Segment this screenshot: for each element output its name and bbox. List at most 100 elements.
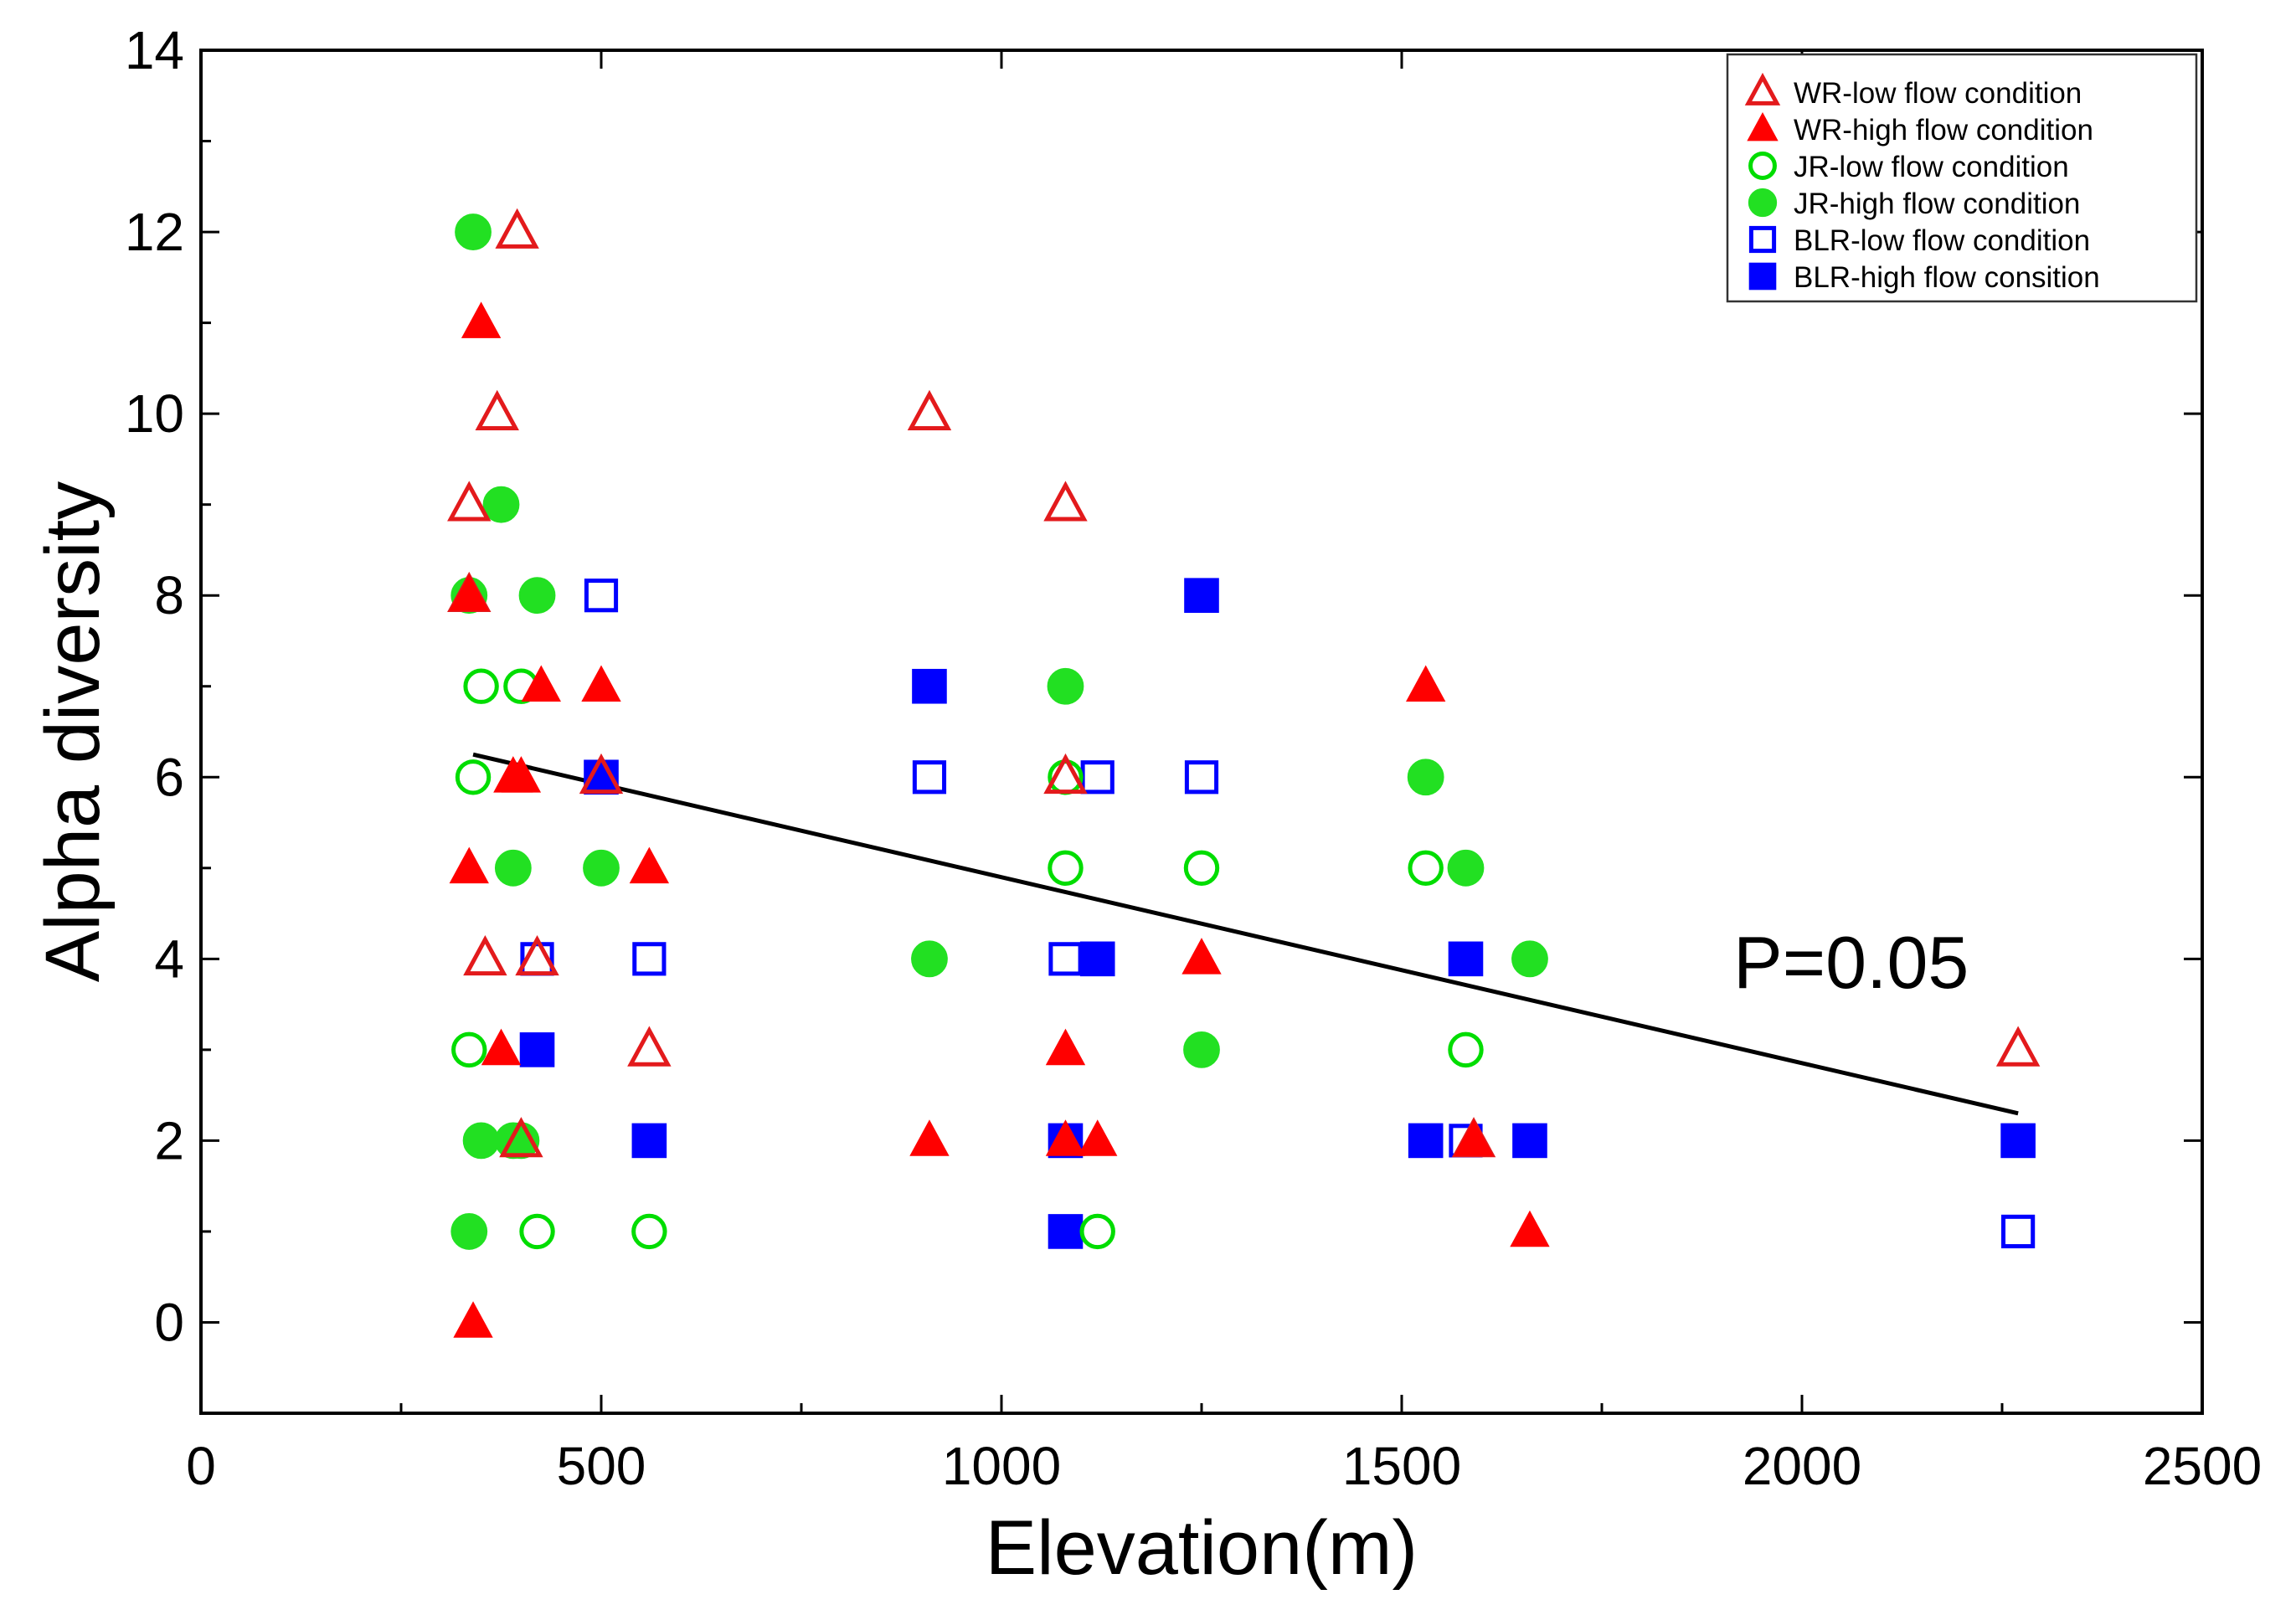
data-point bbox=[583, 849, 620, 887]
data-point bbox=[907, 389, 952, 430]
data-point bbox=[1048, 1214, 1084, 1249]
legend-marker bbox=[1748, 188, 1778, 218]
series-wr-low-low bbox=[447, 208, 2041, 1158]
x-tick-label: 0 bbox=[186, 1436, 216, 1496]
data-point bbox=[1048, 850, 1084, 887]
x-tick-label: 2000 bbox=[1743, 1436, 1861, 1496]
data-point bbox=[1080, 760, 1115, 795]
data-point bbox=[449, 574, 489, 611]
data-point bbox=[1079, 1213, 1115, 1250]
data-point bbox=[499, 1117, 543, 1158]
data-point bbox=[1045, 1119, 1086, 1156]
data-point bbox=[1078, 1119, 1118, 1156]
axis-ticks: 0 500 1000 1500 2000 2500 0 2 4 6 8 10 12 14 bbox=[125, 20, 2262, 1496]
data-point bbox=[632, 942, 667, 976]
legend-items: WR-low flow condition WR-high flow condit… bbox=[1744, 72, 2100, 294]
data-point bbox=[451, 1031, 487, 1068]
legend-label: WR-high flow condition bbox=[1794, 114, 2093, 147]
data-point bbox=[481, 1028, 522, 1066]
data-point bbox=[455, 759, 492, 795]
legend-marker bbox=[1748, 262, 1777, 291]
legend-label: JR-low flow condition bbox=[1794, 151, 2069, 183]
y-tick-label: 10 bbox=[125, 383, 184, 444]
data-point bbox=[519, 1032, 555, 1067]
legend-marker bbox=[1744, 72, 1781, 105]
data-point bbox=[462, 1122, 500, 1160]
data-point bbox=[1510, 1210, 1550, 1247]
series-blr-high-high bbox=[519, 578, 2036, 1249]
data-point bbox=[909, 1119, 950, 1156]
data-point bbox=[1511, 940, 1548, 978]
data-point bbox=[1408, 850, 1444, 887]
data-point bbox=[2000, 1123, 2036, 1159]
data-point bbox=[1995, 1026, 2041, 1067]
legend-box bbox=[1726, 53, 2198, 303]
data-point bbox=[1447, 849, 1485, 887]
series-jr-high-high bbox=[450, 213, 1548, 1250]
data-markers bbox=[447, 208, 2041, 1338]
x-tick-label: 1500 bbox=[1342, 1436, 1461, 1496]
legend-label: WR-low flow condition bbox=[1794, 77, 2082, 110]
data-point bbox=[1184, 578, 1219, 614]
data-point bbox=[911, 940, 948, 978]
data-point bbox=[494, 849, 532, 887]
data-point bbox=[1405, 665, 1446, 702]
regression-line bbox=[472, 752, 2019, 1116]
data-point bbox=[627, 1026, 672, 1067]
data-point bbox=[631, 1123, 667, 1159]
y-tick-label: 4 bbox=[154, 928, 184, 989]
data-point bbox=[631, 1213, 667, 1250]
data-point bbox=[461, 301, 502, 338]
data-point bbox=[1181, 938, 1222, 975]
data-point bbox=[629, 846, 670, 884]
data-point bbox=[912, 668, 947, 704]
data-point bbox=[1512, 1123, 1547, 1159]
data-point bbox=[1183, 850, 1220, 887]
data-point bbox=[1184, 760, 1219, 795]
data-point bbox=[1407, 759, 1444, 796]
data-point bbox=[475, 389, 519, 430]
data-point bbox=[1048, 942, 1083, 976]
data-point bbox=[495, 208, 539, 249]
data-point bbox=[453, 1301, 493, 1338]
y-tick-label: 14 bbox=[125, 20, 184, 80]
data-point bbox=[1047, 667, 1084, 705]
data-point bbox=[1454, 1119, 1494, 1156]
series-blr-low-low bbox=[520, 579, 2036, 1249]
legend-marker bbox=[1747, 112, 1779, 141]
data-point bbox=[518, 577, 556, 615]
data-point bbox=[463, 935, 507, 976]
x-axis-label: Elevation(m) bbox=[986, 1505, 1418, 1591]
data-point bbox=[1183, 1031, 1220, 1068]
y-tick-label: 0 bbox=[154, 1292, 184, 1352]
data-point bbox=[912, 760, 947, 795]
data-point bbox=[501, 756, 542, 793]
data-point bbox=[449, 846, 489, 884]
y-axis-label: Alpha diversity bbox=[30, 481, 116, 982]
data-point bbox=[515, 935, 559, 976]
x-tick-label: 1000 bbox=[942, 1436, 1061, 1496]
data-point bbox=[463, 668, 499, 704]
data-point bbox=[482, 486, 520, 523]
data-point bbox=[447, 481, 492, 522]
data-point bbox=[1448, 941, 1484, 977]
x-tick-label: 500 bbox=[557, 1436, 646, 1496]
y-tick-label: 8 bbox=[154, 565, 184, 625]
y-tick-label: 6 bbox=[154, 747, 184, 807]
data-point bbox=[1408, 1123, 1444, 1159]
legend-marker bbox=[1748, 152, 1777, 180]
data-point bbox=[1043, 481, 1088, 522]
data-point bbox=[1043, 753, 1088, 795]
data-point bbox=[2001, 1214, 2036, 1249]
x-tick-label: 2500 bbox=[2143, 1436, 2262, 1496]
data-point bbox=[584, 579, 619, 613]
legend-label: JR-high flow condition bbox=[1794, 188, 2080, 220]
data-point bbox=[519, 1213, 555, 1250]
data-point bbox=[1079, 941, 1115, 977]
data-point bbox=[455, 213, 492, 250]
data-point bbox=[579, 753, 624, 795]
legend: WR-low flow condition WR-high flow condit… bbox=[1726, 53, 2198, 303]
y-tick-label: 2 bbox=[154, 1110, 184, 1170]
p-value-annotation: P=0.05 bbox=[1733, 921, 1969, 1004]
